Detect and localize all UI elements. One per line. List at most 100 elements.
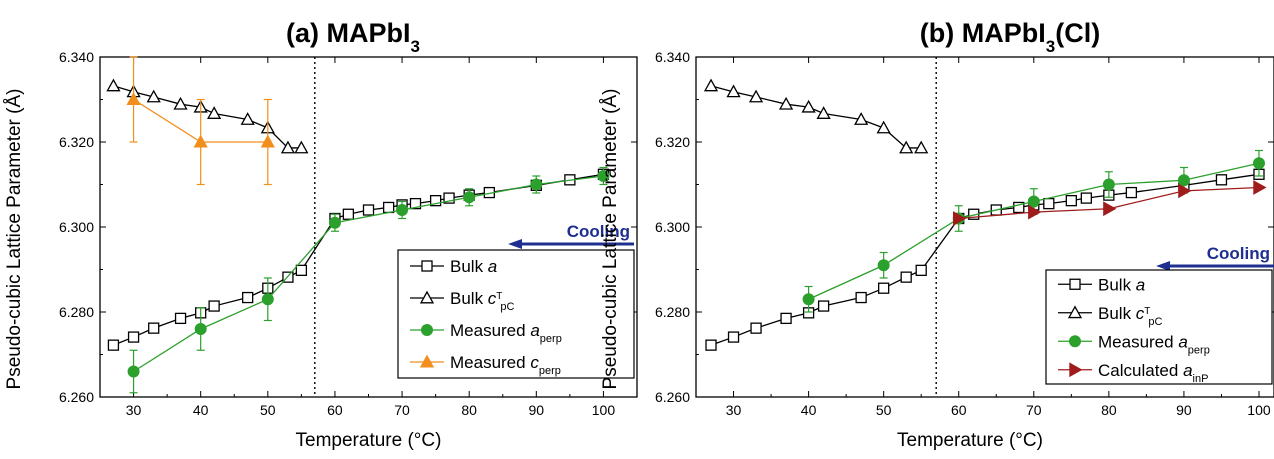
panel-b: (b) MAPbI3(Cl) 30 40 50 60 70 80 90 100 6.260 6.28…: [600, 18, 1274, 451]
legend-label: Bulk cT pC: [450, 289, 515, 313]
x-tick-label: 70: [1026, 402, 1042, 418]
y-tick-label: 6.340: [59, 49, 94, 65]
legend-entry: Measured aperp: [410, 321, 562, 345]
cooling-arrow: Cooling: [508, 222, 634, 249]
data-point: [126, 92, 141, 105]
data-point: [1043, 197, 1055, 210]
data-point: [703, 78, 719, 92]
data-point: [878, 282, 890, 294]
series-line: [710, 85, 922, 149]
legend: Bulk a Bulk cT pC Measured aperp Calculated …: [1045, 269, 1273, 385]
legend-marker: [1069, 362, 1083, 378]
x-tick-label: 100: [592, 402, 616, 418]
legend-marker: [1069, 278, 1081, 290]
y-tick-label: 6.260: [59, 389, 94, 405]
data-point: [107, 339, 120, 351]
data-point: [328, 216, 341, 229]
data-point: [294, 140, 309, 154]
data-point: [750, 322, 762, 334]
data-point: [748, 89, 764, 103]
y-tick-label: 6.340: [655, 49, 690, 65]
data-point: [816, 106, 831, 119]
y-tick-label: 6.300: [655, 219, 690, 235]
x-tick-label: 60: [327, 402, 343, 418]
data-point: [1177, 174, 1190, 187]
data-point: [207, 106, 222, 119]
data-point: [362, 204, 375, 216]
x-tick-label: 60: [951, 402, 967, 418]
data-point: [727, 331, 740, 343]
data-point: [530, 178, 543, 191]
x-tick-label: 30: [726, 402, 742, 418]
data-point: [1252, 157, 1265, 170]
data-point: [295, 264, 308, 277]
data-point: [146, 89, 161, 103]
x-tick-label: 50: [876, 402, 892, 418]
data-point: [148, 322, 160, 334]
data-point: [409, 197, 422, 210]
x-tick-label: 50: [260, 402, 276, 418]
data-point: [174, 312, 187, 325]
data-point: [726, 84, 741, 98]
data-point: [463, 191, 476, 204]
data-point: [429, 194, 442, 207]
legend-entry: Measured cperp: [410, 353, 561, 377]
legend: Bulk a Bulk cT pC Measured aperp Measured cp…: [397, 249, 635, 379]
data-point: [1080, 192, 1092, 204]
data-point: [900, 271, 912, 283]
cooling-label: Cooling: [1207, 244, 1270, 263]
legend-label: Measured aperp: [1098, 332, 1210, 356]
y-tick-label: 6.320: [59, 134, 94, 150]
data-point: [1065, 194, 1077, 207]
panel-title: (a) MAPbI3: [286, 18, 420, 56]
data-point: [1028, 204, 1042, 220]
cooling-label: Cooling: [567, 222, 630, 241]
legend-label: Calculated ainP: [1098, 361, 1208, 385]
panel-a: (a) MAPbI3 30 40 50 60 70 80 90 100 6.260 6.280 6.3…: [4, 18, 638, 451]
series-bulk-a: [705, 168, 1265, 351]
cooling-arrow-head: [508, 239, 522, 249]
data-point: [194, 323, 207, 335]
data-point: [801, 99, 816, 113]
data-point: [914, 140, 929, 154]
y-axis-label: Pseudo-cubic Lattice Parameter (Å): [600, 89, 621, 390]
data-point: [802, 293, 815, 306]
data-point: [242, 291, 254, 304]
series-line: [113, 85, 302, 149]
legend-box: [397, 249, 635, 379]
data-point: [127, 365, 140, 378]
series-measured-aperp: [127, 166, 610, 394]
y-tick-label: 6.280: [59, 304, 94, 320]
data-point: [705, 339, 717, 351]
data-point: [899, 140, 914, 154]
y-tick-label: 6.300: [59, 219, 94, 235]
legend-entry: Measured aperp: [1058, 332, 1210, 356]
data-point: [854, 112, 869, 125]
data-point: [382, 201, 395, 214]
x-tick-label: 100: [1247, 402, 1271, 418]
data-point: [778, 96, 794, 110]
series-measured-cperp: [126, 56, 275, 186]
x-tick-label: 70: [394, 402, 410, 418]
data-point: [1215, 174, 1228, 186]
x-tick-label: 90: [1176, 402, 1192, 418]
data-point: [1178, 183, 1192, 199]
legend-marker: [421, 324, 433, 336]
legend-box: [1045, 269, 1273, 385]
cooling-arrow: Cooling: [1156, 244, 1274, 271]
data-point: [240, 112, 255, 125]
data-point: [193, 134, 208, 148]
panel-title: (b) MAPbI3(Cl): [920, 18, 1100, 56]
data-point: [1103, 201, 1117, 217]
x-tick-label: 40: [193, 402, 209, 418]
y-tick-label: 6.280: [655, 304, 690, 320]
data-point: [342, 208, 355, 220]
legend-label: Measured cperp: [450, 353, 561, 377]
data-point: [780, 312, 792, 325]
x-tick-label: 90: [529, 402, 545, 418]
data-point: [1013, 201, 1025, 214]
legend-label: Bulk cT pC: [1098, 304, 1163, 328]
data-point: [877, 259, 890, 272]
data-point: [1027, 195, 1040, 208]
